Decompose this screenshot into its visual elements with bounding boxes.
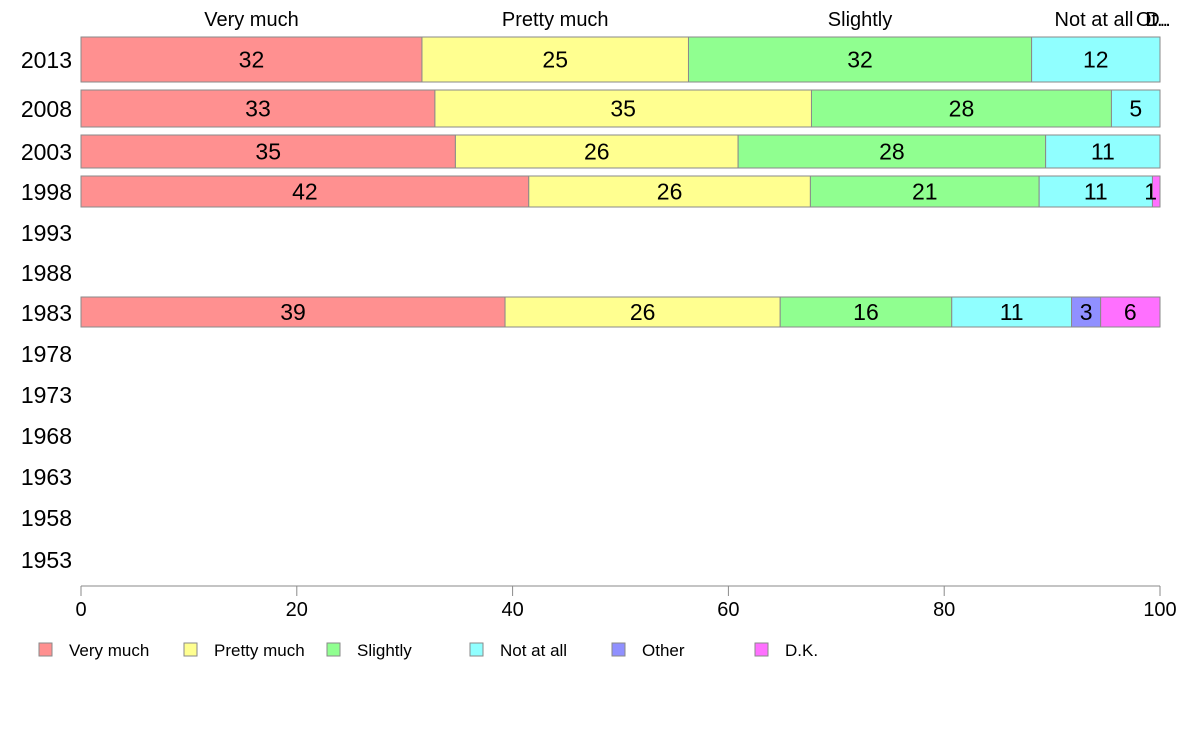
legend: Very much Pretty much Slightly Not at all Ot…: [38, 641, 818, 660]
top-category-label: Pretty much: [502, 9, 609, 31]
data-label: 11: [1084, 179, 1108, 205]
data-label: 11: [1091, 139, 1115, 165]
bar-segment: [1151, 175, 1161, 208]
bar-segment: [779, 296, 953, 328]
legend-label: Not at all: [500, 641, 567, 660]
data-label: 32: [239, 47, 265, 73]
data-label: 35: [610, 96, 636, 122]
top-category-label: Ot..: [1136, 9, 1168, 31]
bar-segment: [1100, 296, 1161, 328]
data-label: 16: [853, 299, 879, 325]
bar-segment: [80, 175, 530, 208]
y-tick-label: 1978: [21, 341, 72, 367]
legend-label: Pretty much: [214, 641, 305, 660]
data-label: 1: [1144, 179, 1157, 205]
bar-segment: [1045, 134, 1161, 169]
bar-segment: [80, 296, 506, 328]
x-tick-label: 100: [1143, 599, 1176, 621]
data-label: 32: [847, 47, 873, 73]
bar-segment: [80, 89, 436, 128]
top-category-label: Not at all: [1055, 9, 1134, 31]
y-tick-label: 2013: [21, 47, 72, 73]
x-tick-label: 60: [717, 599, 739, 621]
data-label: 5: [1129, 96, 1142, 122]
data-label: 3: [1080, 299, 1093, 325]
legend-swatch: [754, 642, 769, 657]
bar-segment: [434, 89, 812, 128]
bar-segment: [1031, 36, 1161, 83]
x-tick-label: 0: [75, 599, 86, 621]
y-axis-labels: 2013 2008 2003 1998 1993 1988 1983 1978 1973 1968…: [21, 47, 72, 573]
y-tick-label: 1958: [21, 505, 72, 531]
data-label: 39: [280, 299, 306, 325]
x-tick-label: 20: [286, 599, 308, 621]
y-tick-label: 1973: [21, 382, 72, 408]
data-label: 26: [584, 139, 610, 165]
top-category-label: Slightly: [828, 9, 892, 31]
data-label: 26: [630, 299, 656, 325]
y-tick-label: 1998: [21, 179, 72, 205]
y-tick-label: 1968: [21, 423, 72, 449]
bar-segment: [421, 36, 689, 83]
y-tick-label: 2003: [21, 139, 72, 165]
legend-label: Other: [642, 641, 685, 660]
bar-segment: [737, 134, 1047, 169]
data-label: 28: [879, 139, 905, 165]
data-label: 35: [255, 139, 281, 165]
bar-segment: [1110, 89, 1161, 128]
x-tick-label: 80: [933, 599, 955, 621]
legend-swatch: [326, 642, 341, 657]
data-label: 33: [245, 96, 271, 122]
data-label: 42: [292, 179, 318, 205]
y-tick-label: 1988: [21, 260, 72, 286]
y-tick-label: 1983: [21, 300, 72, 326]
top-category-label: Very much: [204, 9, 298, 31]
bar-segment: [454, 134, 739, 169]
y-tick-label: 1953: [21, 547, 72, 573]
legend-label: Slightly: [357, 641, 412, 660]
x-axis: 0 20 40 60 80 100: [75, 585, 1177, 621]
bar-segment: [809, 175, 1040, 208]
bar-segment: [528, 175, 811, 208]
data-label: 11: [1000, 299, 1024, 325]
data-label: 21: [912, 179, 938, 205]
legend-swatch: [611, 642, 626, 657]
legend-label: Very much: [69, 641, 149, 660]
bar-segment: [951, 296, 1073, 328]
data-label: 12: [1083, 47, 1109, 73]
y-tick-label: 2008: [21, 96, 72, 122]
top-labels: Very much Pretty much Slightly Not at all Ot…: [204, 9, 1171, 31]
bar-segment: [810, 89, 1112, 128]
top-category-label: D..: [1145, 9, 1171, 31]
data-label: 28: [949, 96, 975, 122]
data-label: 6: [1124, 299, 1137, 325]
data-label: 25: [542, 47, 568, 73]
data-label: 26: [657, 179, 683, 205]
x-tick-label: 40: [501, 599, 523, 621]
legend-swatch: [38, 642, 53, 657]
bar-segment: [80, 134, 456, 169]
legend-swatch: [183, 642, 198, 657]
y-tick-label: 1963: [21, 464, 72, 490]
bar-segment: [504, 296, 781, 328]
y-tick-label: 1993: [21, 220, 72, 246]
legend-swatch: [469, 642, 484, 657]
legend-label: D.K.: [785, 641, 818, 660]
